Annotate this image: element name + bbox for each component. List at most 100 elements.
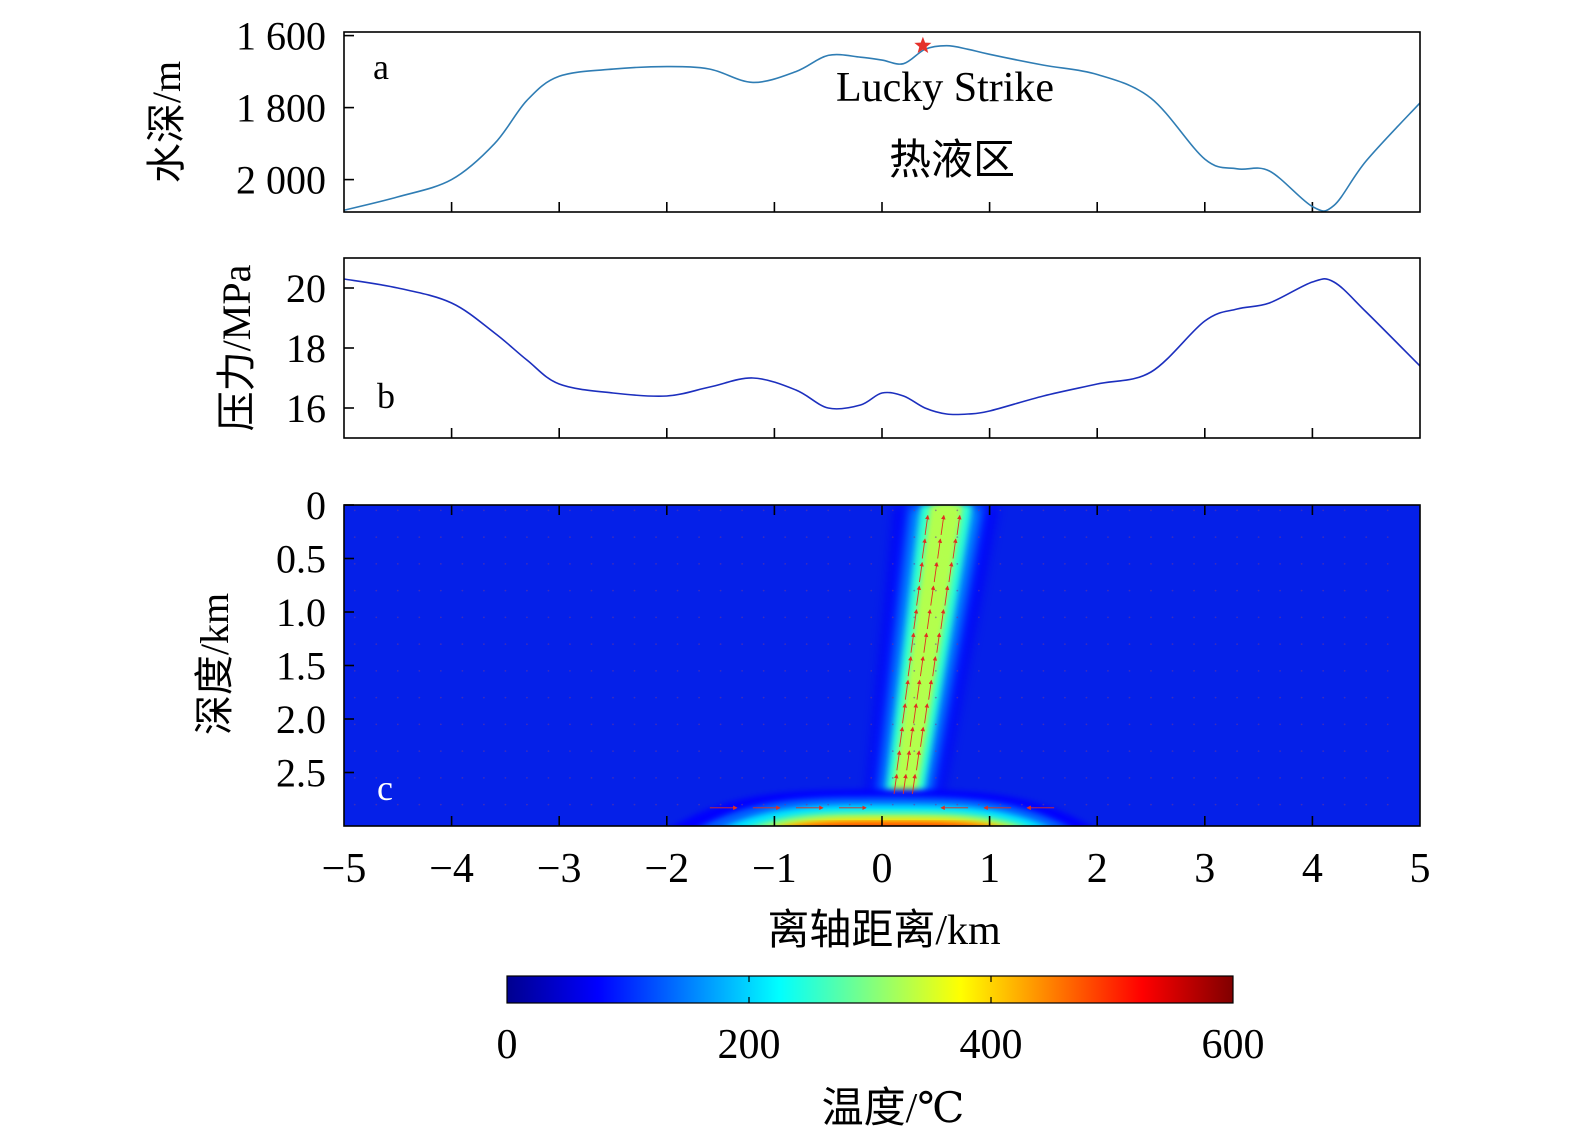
flow-dot [1128, 669, 1131, 672]
flow-dot [1042, 696, 1045, 699]
flow-dot [547, 589, 550, 592]
flow-dot [375, 776, 378, 779]
flow-dot [741, 616, 744, 619]
flow-dot [1257, 750, 1260, 752]
flow-dot [1300, 723, 1303, 726]
flow-dot [482, 562, 485, 565]
flow-dot [461, 562, 464, 565]
flow-dot [676, 669, 679, 672]
flow-dot [848, 750, 851, 752]
flow-dot [1236, 803, 1238, 806]
flow-vector [933, 561, 939, 583]
panel-c-ylabel: 深度/km [192, 593, 237, 735]
flow-dot [891, 723, 894, 726]
flow-vector [906, 750, 912, 771]
flow-dot [956, 803, 959, 806]
flow-dot [1128, 750, 1131, 752]
panel-a-ticks [344, 34, 1314, 212]
flow-dot [461, 643, 464, 645]
flow-dot [676, 803, 679, 806]
flow-dot [1279, 750, 1282, 752]
flow-dot [827, 803, 830, 806]
flow-dot [1128, 723, 1131, 726]
flow-dot [439, 562, 442, 565]
flow-dot [913, 562, 916, 565]
flow-dot [461, 723, 464, 726]
flow-dot [762, 803, 765, 806]
flow-dot [805, 562, 808, 565]
flow-dot [977, 643, 980, 645]
flow-dot [762, 643, 765, 645]
flow-dot [891, 509, 894, 512]
flow-dot [461, 616, 464, 619]
hydrothermal-site-star-icon [914, 36, 932, 53]
flow-dot [590, 776, 593, 779]
flow-dot [461, 776, 464, 779]
flow-dot [1150, 509, 1152, 512]
flow-dot [676, 723, 679, 726]
flow-dot [590, 750, 593, 752]
flow-dot [1386, 643, 1389, 645]
flow-vector [899, 726, 905, 747]
flow-dot [719, 562, 722, 565]
flow-vector [909, 726, 915, 747]
flow-dot [547, 776, 550, 779]
flow-dot [1214, 536, 1217, 538]
flow-dot [1214, 750, 1217, 752]
flow-dot [504, 589, 507, 592]
flow-dot [805, 750, 808, 752]
flow-dot [999, 616, 1002, 619]
flow-dot [1171, 643, 1174, 645]
flow-dot [934, 750, 937, 752]
flow-dot [1150, 696, 1152, 699]
flow-dot [1085, 750, 1088, 752]
flow-dot [353, 696, 356, 699]
panel-c-xtick-label: 5 [1410, 846, 1431, 892]
flow-dot [1150, 803, 1152, 806]
flow-dot [439, 803, 442, 806]
panel-c-xtick-label: −4 [429, 846, 474, 892]
flow-dot [1150, 723, 1152, 726]
flow-dot [784, 750, 787, 752]
flow-dot [353, 589, 356, 592]
colorbar-tick-label: 0 [497, 1022, 518, 1068]
flow-dot [418, 750, 421, 752]
flow-dot [1064, 589, 1066, 592]
flow-dot [1020, 562, 1023, 565]
flow-dot [1171, 750, 1174, 752]
flow-dot [375, 509, 378, 512]
flow-dot [633, 750, 636, 752]
flow-dot [1214, 616, 1217, 619]
flow-dot [762, 723, 765, 726]
flow-dot [375, 643, 378, 645]
flow-dot [1171, 776, 1174, 779]
colorbar-gradient [506, 975, 1234, 1004]
flow-dot [1064, 643, 1066, 645]
flow-dot [526, 750, 528, 752]
flow-vector [952, 538, 958, 559]
flow-dot [934, 696, 937, 699]
flow-dot [977, 536, 980, 538]
flow-dot [956, 616, 959, 619]
flow-dot [1193, 723, 1195, 726]
flow-dot [999, 776, 1002, 779]
flow-dot [375, 589, 378, 592]
flow-dot [569, 776, 571, 779]
flow-dot [1279, 536, 1282, 538]
flow-dot [1193, 509, 1195, 512]
flow-dot [1343, 776, 1346, 779]
flow-dot [655, 643, 657, 645]
flow-dot [977, 723, 980, 726]
flow-dot [1279, 643, 1282, 645]
flow-dot [1322, 562, 1325, 565]
flow-dot [482, 750, 485, 752]
heat-source-layer [794, 821, 989, 826]
flow-dot [547, 669, 550, 672]
flow-dot [1128, 509, 1131, 512]
flow-dot [870, 562, 873, 565]
flow-dot [633, 803, 636, 806]
flow-dot [1322, 696, 1325, 699]
flow-dot [1257, 562, 1260, 565]
flow-dot [655, 509, 657, 512]
flow-dot [698, 696, 700, 699]
